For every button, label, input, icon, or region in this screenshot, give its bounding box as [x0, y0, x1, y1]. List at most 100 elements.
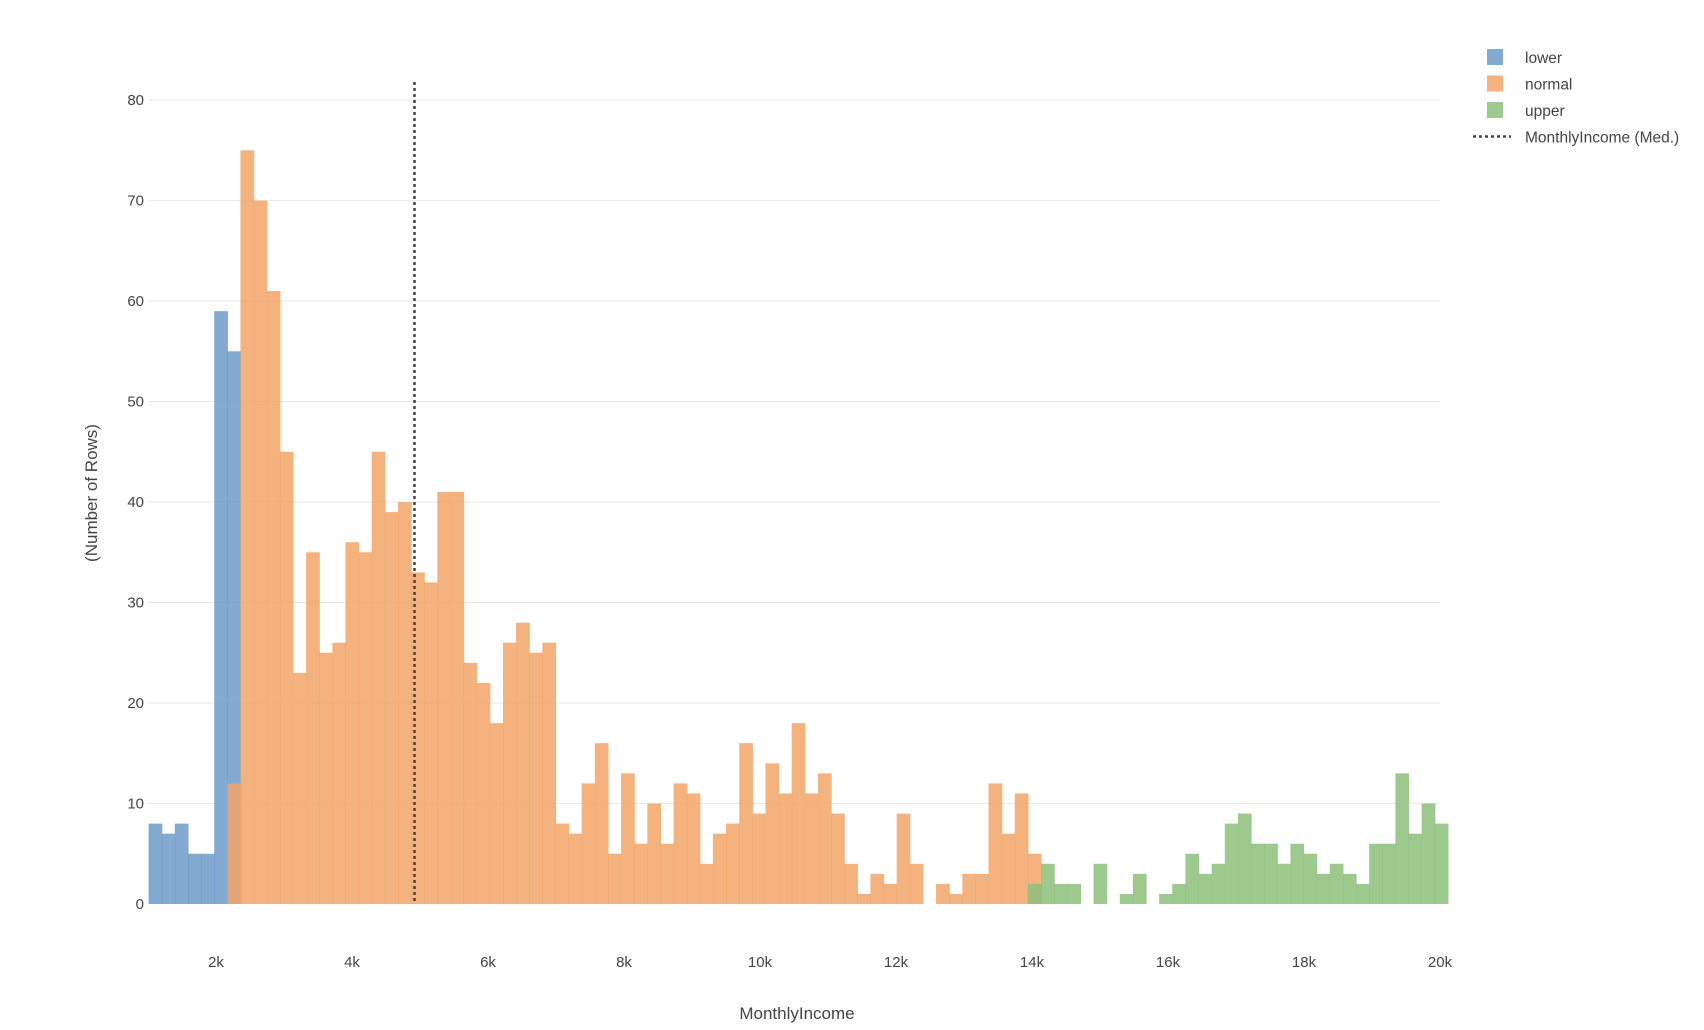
y-axis-ticks: 0 10 20 30 40 50 60 70 80	[127, 92, 144, 913]
bar-normal	[962, 873, 977, 904]
x-tick-label: 8k	[616, 954, 632, 971]
x-tick-label: 20k	[1428, 954, 1453, 971]
x-tick-label: 2k	[208, 954, 224, 971]
bar-normal	[450, 492, 465, 904]
x-tick-label: 4k	[344, 954, 360, 971]
x-tick-label: 14k	[1020, 954, 1045, 971]
y-tick-label: 30	[127, 595, 144, 612]
bar-normal	[975, 873, 990, 904]
bar-normal	[1001, 833, 1016, 904]
bar-normal	[752, 813, 767, 904]
bar-lower	[161, 833, 176, 904]
bar-normal	[437, 492, 452, 904]
bar-lower	[187, 853, 202, 904]
legend-swatch-normal	[1487, 75, 1503, 92]
bar-normal	[831, 813, 845, 904]
bar-normal	[240, 150, 255, 905]
bar-upper	[1198, 873, 1213, 904]
bar-upper	[1041, 863, 1055, 904]
bar-upper	[1211, 863, 1226, 904]
bar-normal	[227, 783, 242, 904]
bar-upper	[1342, 873, 1357, 904]
bar-upper	[1382, 843, 1396, 904]
bar-normal	[542, 642, 557, 904]
bar-upper	[1027, 883, 1042, 904]
bar-upper	[1264, 843, 1278, 904]
bar-normal	[949, 893, 963, 904]
bar-normal	[686, 793, 701, 904]
bar-lower	[148, 823, 163, 904]
y-tick-label: 40	[127, 494, 144, 511]
bar-normal	[791, 723, 806, 904]
legend: lower normal upper MonthlyIncome (Med.)	[1473, 49, 1679, 147]
bar-lower	[227, 351, 242, 904]
bar-normal	[371, 451, 386, 904]
bar-normal	[489, 723, 504, 904]
legend-label-lower: lower	[1525, 50, 1562, 67]
bar-upper	[1224, 823, 1239, 904]
bar-normal	[817, 773, 832, 904]
y-tick-label: 80	[127, 92, 144, 109]
bar-normal	[594, 743, 609, 904]
x-axis-title: MonthlyIncome	[739, 1004, 854, 1023]
bar-upper	[1356, 883, 1370, 904]
bar-normal	[804, 793, 819, 904]
bar-normal	[1014, 793, 1029, 904]
bar-lower	[214, 311, 228, 904]
bar-normal	[279, 451, 294, 904]
bar-lower	[174, 823, 189, 904]
bar-normal	[712, 833, 727, 904]
y-tick-label: 0	[136, 896, 144, 913]
bar-normal	[634, 843, 648, 904]
legend-label-upper: upper	[1525, 103, 1565, 120]
bar-normal	[699, 863, 714, 904]
bar-upper	[1237, 813, 1252, 904]
bar-normal	[292, 672, 307, 904]
bar-upper	[1421, 803, 1436, 904]
bar-upper	[1172, 883, 1187, 904]
bar-normal	[660, 843, 675, 904]
bar-normal	[621, 773, 635, 904]
bar-upper	[1093, 863, 1108, 904]
bar-normal	[266, 291, 281, 904]
x-tick-label: 10k	[748, 954, 773, 971]
bar-upper	[1290, 843, 1305, 904]
bar-normal	[345, 542, 360, 904]
bar-normal	[739, 743, 753, 904]
legend-swatch-lower	[1487, 49, 1503, 65]
legend-swatch-upper	[1487, 102, 1503, 118]
bar-upper	[1067, 883, 1082, 904]
bar-normal	[607, 853, 622, 904]
bar-upper	[1185, 853, 1200, 904]
bar-normal	[647, 803, 662, 904]
x-tick-label: 18k	[1292, 954, 1317, 971]
bar-normal	[424, 582, 438, 904]
bar-upper	[1316, 873, 1331, 904]
y-tick-label: 10	[127, 796, 144, 813]
bar-normal	[306, 552, 320, 904]
y-tick-label: 70	[127, 193, 144, 210]
bar-upper	[1303, 853, 1318, 904]
bar-upper	[1251, 843, 1265, 904]
bar-upper	[1054, 883, 1068, 904]
bar-normal	[581, 783, 596, 904]
bar-normal	[319, 652, 333, 904]
bar-upper	[1395, 773, 1410, 904]
bar-normal	[358, 552, 373, 904]
bar-normal	[332, 642, 347, 904]
x-tick-label: 16k	[1156, 954, 1181, 971]
x-tick-label: 6k	[480, 954, 496, 971]
bar-normal	[476, 682, 491, 904]
bar-normal	[896, 813, 911, 904]
bar-normal	[909, 863, 924, 904]
legend-label-median: MonthlyIncome (Med.)	[1525, 130, 1679, 147]
x-axis-ticks: 2k 4k 6k 8k 10k 12k 14k 16k 18k 20k	[208, 954, 1453, 971]
bar-normal	[870, 873, 885, 904]
bar-upper	[1434, 823, 1449, 904]
bar-upper	[1159, 893, 1173, 904]
bar-normal	[384, 512, 399, 904]
bar-normal	[253, 200, 268, 904]
bar-normal	[555, 823, 570, 904]
bar-normal	[673, 783, 688, 904]
